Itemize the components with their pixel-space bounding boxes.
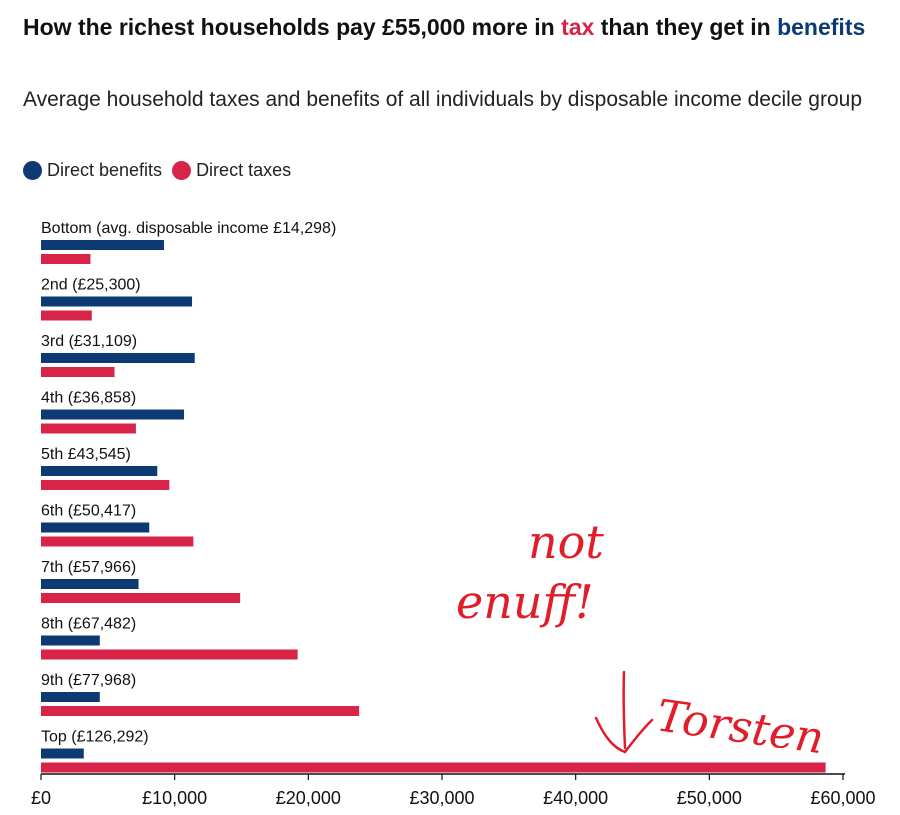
title-benefits-word: benefits: [777, 14, 866, 40]
title-part-1: How the richest households pay £55,000 m…: [23, 14, 562, 40]
x-tick-label: £40,000: [543, 788, 608, 808]
bar-taxes: [41, 480, 170, 490]
bar-benefits: [41, 296, 193, 307]
bar-benefits: [41, 579, 139, 589]
annotation-enuff: enuff!: [456, 575, 594, 629]
legend-label-benefits: Direct benefits: [47, 160, 163, 180]
category-label: 8th (£67,482): [41, 616, 136, 633]
annotation-not: not: [528, 515, 604, 569]
annotation-signature: Torsten: [653, 690, 827, 764]
bar-benefits: [41, 353, 195, 363]
legend-item-taxes: Direct taxes: [172, 160, 291, 181]
bar-benefits: [41, 240, 164, 250]
category-label: 9th (£77,968): [41, 672, 136, 689]
bar-taxes: [41, 423, 136, 434]
legend-label-taxes: Direct taxes: [196, 160, 292, 180]
bar-benefits: [41, 748, 84, 759]
handwritten-annotation: not enuff! Torsten: [456, 515, 827, 764]
bar-chart: Bottom (avg. disposable income £14,298) 2…: [31, 220, 876, 808]
x-axis: £0 £10,000 £20,000 £30,000 £40,000 £50,000 £60…: [31, 773, 876, 808]
bar-benefits: [41, 466, 158, 476]
bar-taxes: [41, 649, 298, 660]
category-label: 3rd (£31,109): [41, 333, 137, 350]
bar-taxes: [41, 706, 360, 716]
legend-swatch-benefits: [23, 161, 42, 180]
x-tick-label: £30,000: [409, 788, 474, 808]
chart-subtitle: Average household taxes and benefits of …: [23, 88, 862, 111]
category-label: Bottom (avg. disposable income £14,298): [41, 220, 336, 237]
bar-taxes: [41, 593, 241, 603]
category-label: 4th (£36,858): [41, 390, 136, 407]
bar-taxes: [41, 254, 91, 264]
bar-taxes: [41, 310, 92, 321]
category-label: 6th (£50,417): [41, 503, 136, 520]
title-tax-word: tax: [561, 14, 595, 40]
annotation-arrow-head: [594, 716, 654, 754]
x-tick-label: £10,000: [142, 788, 207, 808]
bar-taxes: [41, 367, 115, 377]
bar-benefits: [41, 522, 150, 533]
bars-layer: Bottom (avg. disposable income £14,298) 2…: [41, 220, 826, 773]
bar-benefits: [41, 635, 100, 646]
legend-swatch-taxes: [172, 161, 192, 180]
x-tick-label: £0: [31, 788, 51, 808]
category-label: 5th £43,545): [41, 446, 131, 463]
annotation-arrow-shaft: [622, 670, 627, 750]
category-label: 7th (£57,966): [41, 559, 136, 576]
bar-benefits: [41, 409, 185, 420]
x-tick-label: £50,000: [677, 788, 742, 808]
x-tick-label: £20,000: [276, 788, 341, 808]
bar-taxes: [41, 536, 194, 547]
category-label: 2nd (£25,300): [41, 277, 141, 294]
bar-benefits: [41, 692, 100, 702]
legend-item-benefits: Direct benefits: [23, 160, 162, 181]
legend: Direct benefits Direct taxes: [23, 160, 301, 181]
bar-taxes: [41, 762, 826, 773]
chart-title: How the richest households pay £55,000 m…: [23, 12, 883, 42]
x-tick-label: £60,000: [810, 788, 875, 808]
category-label: Top (£126,292): [41, 729, 149, 746]
title-part-2: than they get in: [594, 14, 778, 40]
